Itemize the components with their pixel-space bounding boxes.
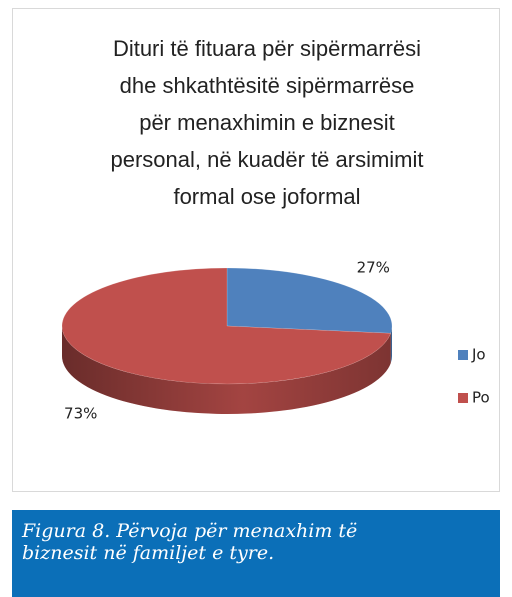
chart-frame xyxy=(12,8,500,492)
data-label: 27% xyxy=(357,258,390,276)
legend-swatch xyxy=(458,350,468,360)
legend-label: Po xyxy=(472,389,490,407)
chart-title: Dituri të fituara për sipërmarrësi dhe s… xyxy=(110,36,424,209)
chart: 27% 73% Jo Po xyxy=(61,258,490,423)
slice xyxy=(226,267,393,334)
data-label: 73% xyxy=(64,405,97,423)
legend-swatch xyxy=(458,393,468,403)
slice xyxy=(61,267,392,385)
caption: Figura 8. Përvoja për menaxhim të biznes… xyxy=(22,520,358,564)
legend-label: Jo xyxy=(471,346,486,364)
caption-band: Figura 8. Përvoja për menaxhim të biznes… xyxy=(12,510,500,597)
side-shade xyxy=(62,326,391,415)
side-shade xyxy=(390,326,392,364)
